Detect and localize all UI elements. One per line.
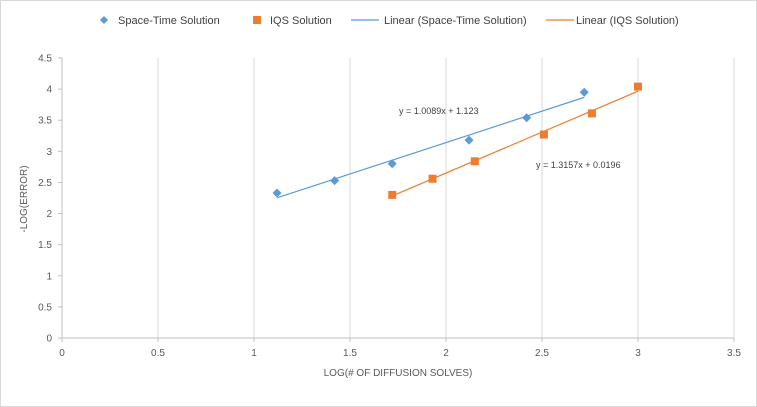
gridlines [157,58,735,338]
x-tick-label: 3 [635,348,641,359]
legend-label-linear-space-time: Linear (Space-Time Solution) [384,15,527,27]
trendline-space-time [276,96,585,199]
legend-marker-space-time [100,16,108,24]
data-point-space-time [272,188,282,198]
axes: 0 0.5 1 1.5 2 2.5 3 3.5 4 4.5 0 0.5 1 1.5 2 2.5 3 3.5 [38,54,741,360]
x-axis-title: LOG(# OF DIFFUSION SOLVES) [324,368,473,379]
y-tick-label: 0.5 [38,302,52,313]
y-tick-label: 4 [46,85,52,96]
y-tick-label: 2 [46,209,52,220]
y-axis-title: -LOG(ERROR) [19,165,30,232]
data-point-iqs [470,157,479,166]
y-tick-label: 3.5 [38,116,52,127]
legend-marker-iqs [253,16,261,24]
legend: Space-Time Solution IQS Solution Linear (S… [100,15,679,27]
data-point-iqs [388,190,397,199]
data-point-iqs [539,130,548,139]
data-point-space-time [579,87,589,97]
data-points [272,82,642,199]
y-tick-label: 1 [46,271,52,282]
data-point-space-time [522,113,532,123]
legend-label-space-time: Space-Time Solution [118,15,220,27]
x-tick-label: 2 [443,348,449,359]
data-point-space-time [387,159,397,169]
y-tick-label: 2.5 [38,178,52,189]
data-point-iqs [634,82,642,91]
legend-label-iqs: IQS Solution [270,15,332,27]
x-tick-label: 2.5 [535,348,549,359]
trendline-equations: y = 1.0089x + 1.123 y = 1.3157x + 0.0196 [399,106,621,170]
equation-iqs: y = 1.3157x + 0.0196 [536,160,621,170]
data-point-space-time [464,135,474,145]
x-tick-label: 1.5 [343,348,357,359]
equation-space-time: y = 1.0089x + 1.123 [399,106,479,116]
y-tick-label: 1.5 [38,240,52,251]
data-point-space-time [330,176,340,186]
x-tick-label: 1 [251,348,257,359]
data-point-iqs [587,109,596,118]
y-tick-label: 0 [46,334,52,345]
x-tick-label: 0.5 [151,348,165,359]
data-point-iqs [428,174,437,183]
y-tick-label: 3 [46,147,52,158]
x-tick-label: 0 [59,348,65,359]
legend-label-linear-iqs: Linear (IQS Solution) [576,15,679,27]
y-tick-label: 4.5 [38,54,52,65]
x-tick-label: 3.5 [727,348,741,359]
